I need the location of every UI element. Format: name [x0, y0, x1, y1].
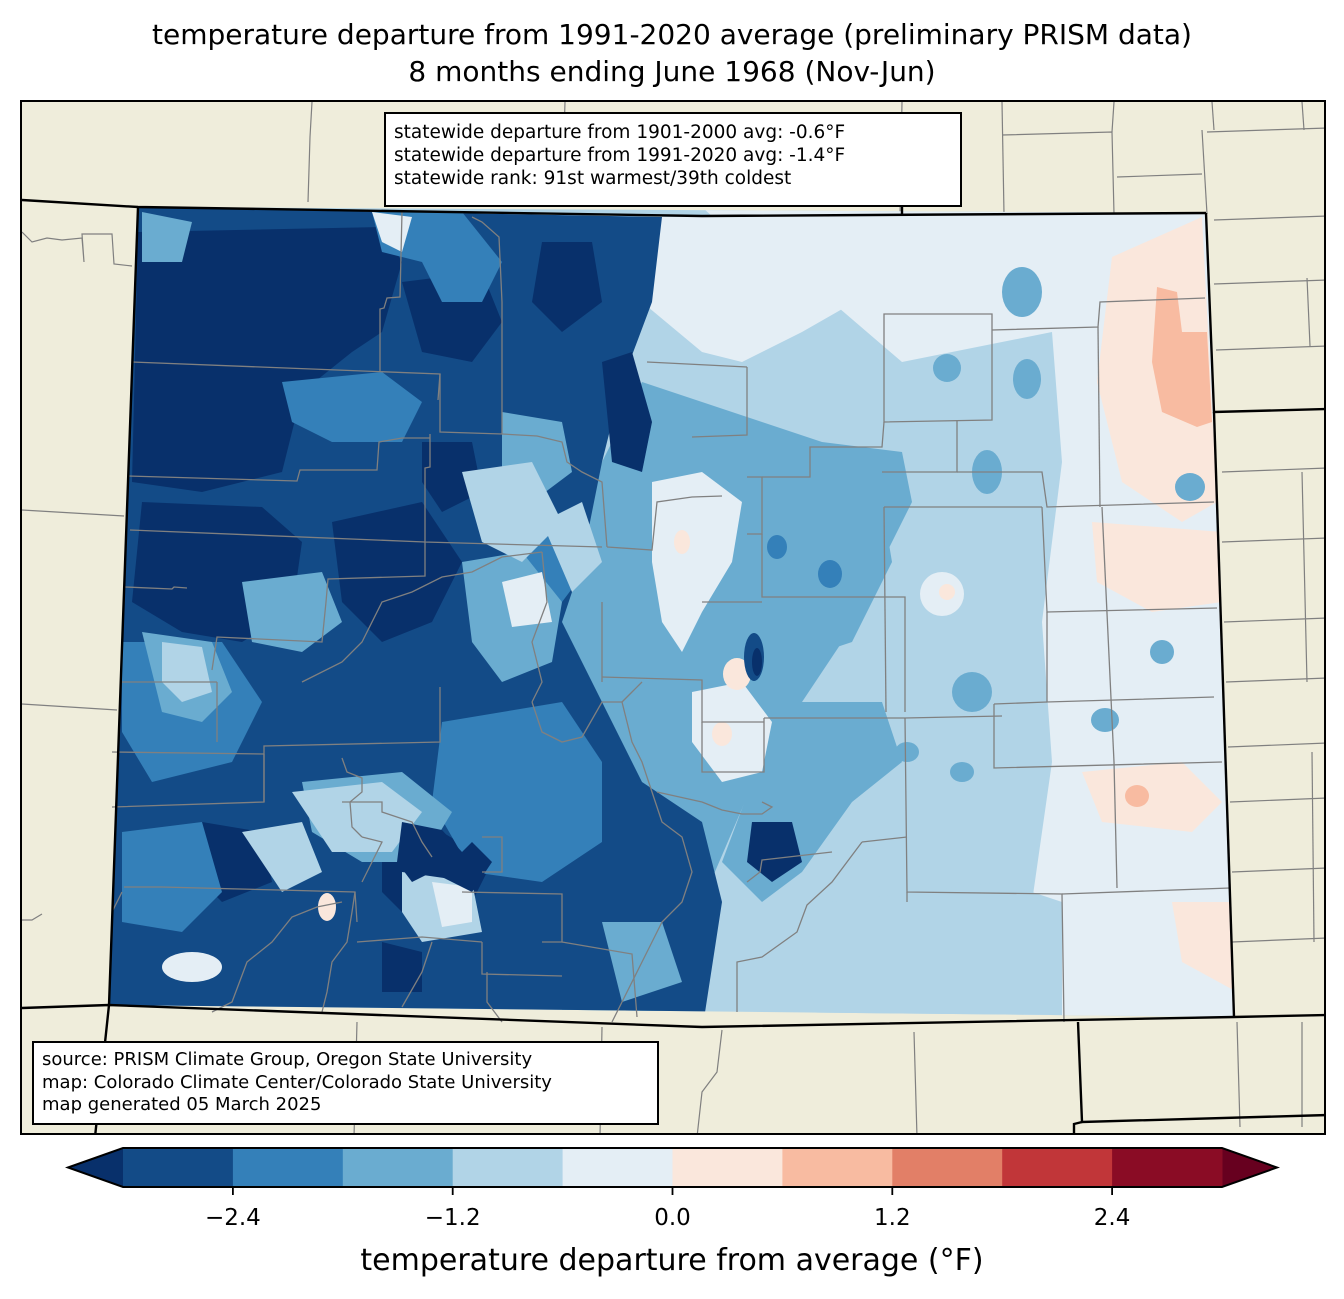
- stats-departure-1901-2000: statewide departure from 1901-2000 avg: …: [394, 122, 846, 143]
- contour-region: [752, 648, 762, 676]
- contour-region: [602, 352, 652, 472]
- contour-region: [723, 658, 751, 690]
- colorbar-tick-label: 1.2: [874, 1205, 911, 1231]
- colorbar-extend-low: [68, 1148, 123, 1187]
- contour-region: [142, 212, 192, 262]
- contour-region: [432, 702, 602, 882]
- contour-region: [282, 372, 422, 442]
- contour-region: [802, 882, 1062, 1017]
- contour-region: [122, 822, 222, 932]
- chart-title: temperature departure from 1991-2020 ave…: [152, 18, 1192, 51]
- colorbar-tick-label: 0.0: [654, 1205, 691, 1231]
- map-frame: [20, 100, 1326, 1135]
- contour-region: [674, 530, 690, 554]
- contour-region: [939, 584, 955, 600]
- colorbar-extend-high: [1222, 1148, 1277, 1187]
- contour-region: [1082, 762, 1222, 832]
- contour-region: [542, 502, 602, 592]
- contour-region: [318, 893, 336, 921]
- contour-region: [692, 682, 772, 782]
- contour-region: [818, 560, 842, 588]
- contour-region: [895, 742, 919, 762]
- contour-region: [422, 442, 482, 512]
- contour-region: [1150, 640, 1174, 664]
- contour-region: [950, 762, 974, 782]
- map-canvas: [22, 102, 1324, 1133]
- chart-subtitle: 8 months ending June 1968 (Nov-Jun): [408, 55, 936, 88]
- contour-region: [532, 242, 602, 332]
- temperature-field: [109, 207, 1234, 1017]
- colorbar-segment: [672, 1148, 783, 1187]
- contour-region: [332, 502, 462, 642]
- contour-region: [382, 942, 422, 992]
- colorbar-segment: [342, 1148, 454, 1187]
- contour-region: [292, 782, 422, 852]
- contour-region: [652, 472, 742, 652]
- colorbar-segment: [123, 1148, 234, 1187]
- contour-region: [242, 572, 342, 652]
- contour-region: [162, 952, 222, 982]
- colorbar-segment: [452, 1148, 564, 1187]
- contour-region: [1091, 708, 1119, 732]
- contour-region: [132, 227, 402, 492]
- map-generated-date: map generated 05 March 2025: [42, 1094, 322, 1115]
- colorbar-segment: [1002, 1148, 1113, 1187]
- map-credit: map: Colorado Climate Center/Colorado St…: [42, 1071, 552, 1093]
- colorbar-segment: [1112, 1148, 1223, 1187]
- source-box: source: PRISM Climate Group, Oregon Stat…: [32, 1041, 659, 1125]
- source-credit: source: PRISM Climate Group, Oregon Stat…: [42, 1049, 533, 1070]
- contour-region: [502, 572, 552, 627]
- colorbar: [65, 1147, 1280, 1195]
- statewide-stats-box: statewide departure from 1901-2000 avg: …: [384, 112, 962, 207]
- contour-region: [1152, 287, 1212, 427]
- contour-region: [1175, 473, 1205, 501]
- contour-region: [462, 462, 562, 562]
- contour-region: [1125, 785, 1149, 807]
- contour-region: [1002, 267, 1042, 317]
- contour-region: [952, 672, 992, 712]
- colorbar-tick-label: −1.2: [424, 1205, 481, 1231]
- stats-rank: statewide rank: 91st warmest/39th coldes…: [394, 168, 792, 189]
- colorbar-tick-label: 2.4: [1093, 1205, 1131, 1231]
- contour-region: [162, 642, 212, 702]
- colorbar-tick-label: −2.4: [204, 1205, 261, 1231]
- state-borders: [22, 198, 1324, 1133]
- contour-region: [712, 722, 732, 746]
- contour-region: [1013, 359, 1041, 399]
- contour-region: [1172, 902, 1234, 992]
- contour-region: [432, 882, 472, 927]
- contour-region: [767, 535, 787, 559]
- colorbar-segment: [892, 1148, 1003, 1187]
- colorbar-segment: [232, 1148, 344, 1187]
- colorbar-outline: [65, 1147, 1280, 1188]
- colorbar-segment: [562, 1148, 673, 1187]
- contour-region: [242, 822, 322, 892]
- contour-region: [1092, 522, 1222, 612]
- stats-departure-1991-2020: statewide departure from 1991-2020 avg: …: [394, 145, 846, 166]
- colorbar-segment: [782, 1148, 893, 1187]
- contour-region: [933, 354, 961, 382]
- contour-region: [642, 217, 882, 362]
- colorbar-label: temperature departure from average (°F): [360, 1243, 984, 1278]
